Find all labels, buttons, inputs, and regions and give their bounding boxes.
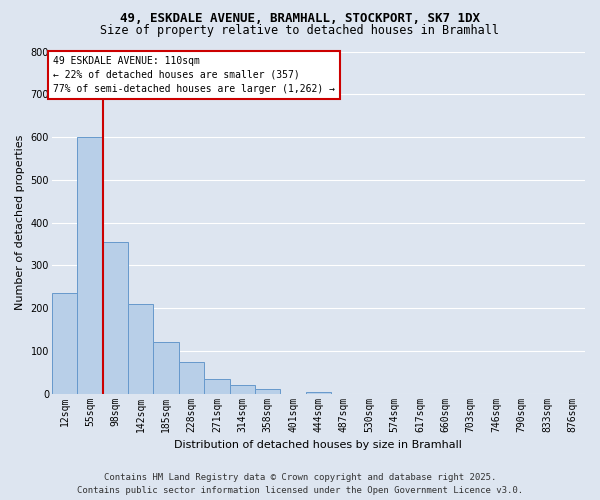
Bar: [306, 392, 331, 394]
Bar: [128, 304, 154, 394]
Bar: [103, 242, 128, 394]
Bar: [154, 342, 179, 394]
Text: 49, ESKDALE AVENUE, BRAMHALL, STOCKPORT, SK7 1DX: 49, ESKDALE AVENUE, BRAMHALL, STOCKPORT,…: [120, 12, 480, 26]
Y-axis label: Number of detached properties: Number of detached properties: [15, 135, 25, 310]
Bar: [179, 362, 204, 394]
X-axis label: Distribution of detached houses by size in Bramhall: Distribution of detached houses by size …: [175, 440, 463, 450]
Text: Contains HM Land Registry data © Crown copyright and database right 2025.
Contai: Contains HM Land Registry data © Crown c…: [77, 474, 523, 495]
Bar: [230, 385, 255, 394]
Text: 49 ESKDALE AVENUE: 110sqm
← 22% of detached houses are smaller (357)
77% of semi: 49 ESKDALE AVENUE: 110sqm ← 22% of detac…: [53, 56, 335, 94]
Bar: [52, 293, 77, 394]
Bar: [255, 390, 280, 394]
Bar: [77, 137, 103, 394]
Bar: [204, 378, 230, 394]
Text: Size of property relative to detached houses in Bramhall: Size of property relative to detached ho…: [101, 24, 499, 37]
